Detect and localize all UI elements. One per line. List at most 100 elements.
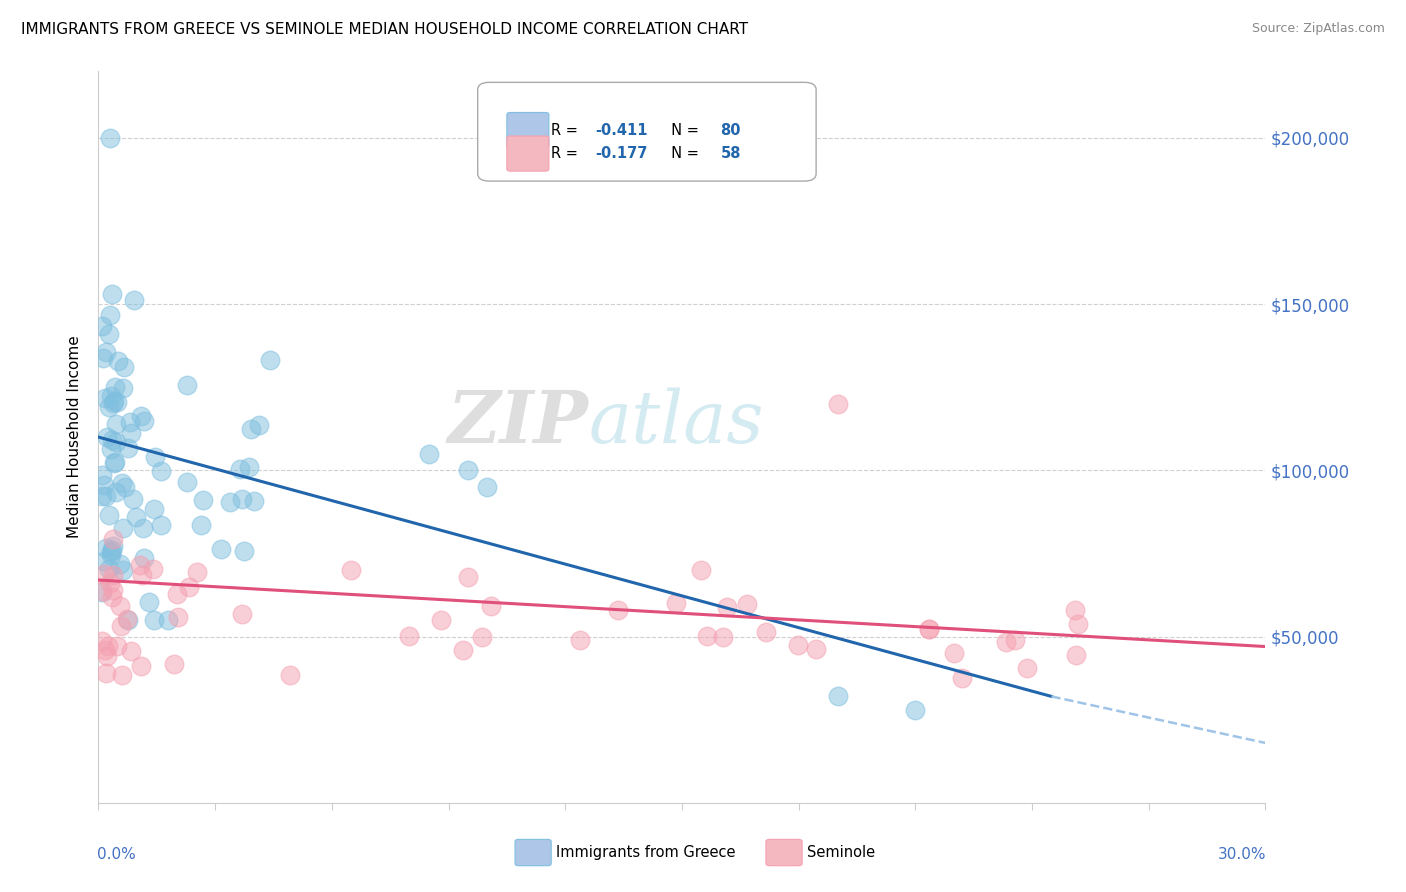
Point: [94, 489, 117, 503]
Point: [827, 397, 849, 411]
Point: [918, 622, 941, 636]
Point: [190, 517, 212, 532]
Text: 80: 80: [720, 122, 741, 137]
Point: [100, 548, 122, 562]
Point: [149, 464, 172, 478]
Point: [143, 450, 166, 465]
Point: [96, 648, 118, 663]
Point: [735, 597, 758, 611]
Point: [108, 599, 131, 613]
Point: [91, 585, 114, 599]
Point: [457, 570, 479, 584]
Text: 58: 58: [720, 146, 741, 161]
Point: [457, 463, 479, 477]
Text: R =: R =: [551, 122, 582, 137]
Point: [259, 353, 281, 368]
Point: [91, 489, 114, 503]
Point: [606, 603, 628, 617]
Point: [104, 379, 127, 393]
Point: [120, 644, 142, 658]
Point: [418, 447, 440, 461]
Point: [129, 409, 152, 423]
Point: [755, 624, 778, 639]
Point: [98, 508, 121, 522]
Point: [238, 460, 260, 475]
Point: [101, 590, 124, 604]
Point: [100, 389, 122, 403]
Point: [122, 293, 145, 308]
Point: [105, 434, 128, 449]
Point: [398, 629, 420, 643]
Point: [93, 391, 115, 405]
Point: [430, 613, 453, 627]
Point: [711, 630, 734, 644]
Text: -0.177: -0.177: [596, 146, 648, 161]
Point: [97, 639, 120, 653]
Point: [231, 491, 253, 506]
Point: [98, 131, 121, 145]
Point: [1067, 617, 1090, 632]
Point: [101, 396, 124, 410]
Point: [132, 414, 155, 428]
Point: [98, 308, 121, 322]
Point: [568, 633, 591, 648]
Point: [97, 562, 120, 576]
Text: 30.0%: 30.0%: [1218, 847, 1267, 862]
Point: [108, 557, 131, 571]
Point: [209, 542, 232, 557]
Point: [94, 643, 117, 657]
Text: Seminole: Seminole: [807, 845, 875, 860]
Point: [96, 541, 118, 555]
Point: [166, 587, 188, 601]
Point: [112, 521, 135, 535]
Point: [186, 565, 208, 579]
Point: [125, 510, 148, 524]
Point: [110, 619, 132, 633]
Point: [112, 563, 135, 577]
Point: [112, 360, 135, 375]
Point: [129, 659, 152, 673]
Point: [176, 378, 198, 392]
Point: [943, 646, 966, 660]
FancyBboxPatch shape: [478, 82, 815, 181]
Point: [278, 667, 301, 681]
Point: [804, 642, 827, 657]
Point: [471, 631, 494, 645]
Point: [98, 400, 121, 414]
Text: R =: R =: [551, 146, 582, 161]
Point: [157, 613, 180, 627]
Point: [995, 635, 1018, 649]
FancyBboxPatch shape: [508, 136, 548, 171]
Point: [1063, 603, 1085, 617]
Point: [904, 703, 927, 717]
Point: [118, 415, 141, 429]
Point: [218, 495, 240, 509]
Point: [91, 319, 114, 334]
Text: ZIP: ZIP: [447, 387, 589, 458]
Point: [94, 344, 117, 359]
Point: [111, 668, 134, 682]
Point: [149, 518, 172, 533]
Point: [716, 600, 738, 615]
Point: [131, 568, 153, 582]
Point: [138, 595, 160, 609]
Point: [453, 642, 475, 657]
Point: [98, 327, 121, 342]
Text: Immigrants from Greece: Immigrants from Greece: [555, 845, 735, 860]
Point: [114, 480, 136, 494]
FancyBboxPatch shape: [508, 112, 548, 147]
Point: [101, 542, 124, 557]
Point: [91, 634, 114, 648]
Point: [115, 611, 138, 625]
Point: [94, 666, 117, 681]
Point: [477, 480, 499, 494]
Text: 0.0%: 0.0%: [97, 847, 136, 862]
Point: [134, 550, 156, 565]
Point: [786, 638, 808, 652]
Text: Source: ZipAtlas.com: Source: ZipAtlas.com: [1251, 22, 1385, 36]
Point: [117, 613, 139, 627]
Point: [91, 467, 114, 482]
Text: atlas: atlas: [589, 387, 763, 458]
Point: [690, 563, 713, 577]
Point: [103, 394, 125, 409]
